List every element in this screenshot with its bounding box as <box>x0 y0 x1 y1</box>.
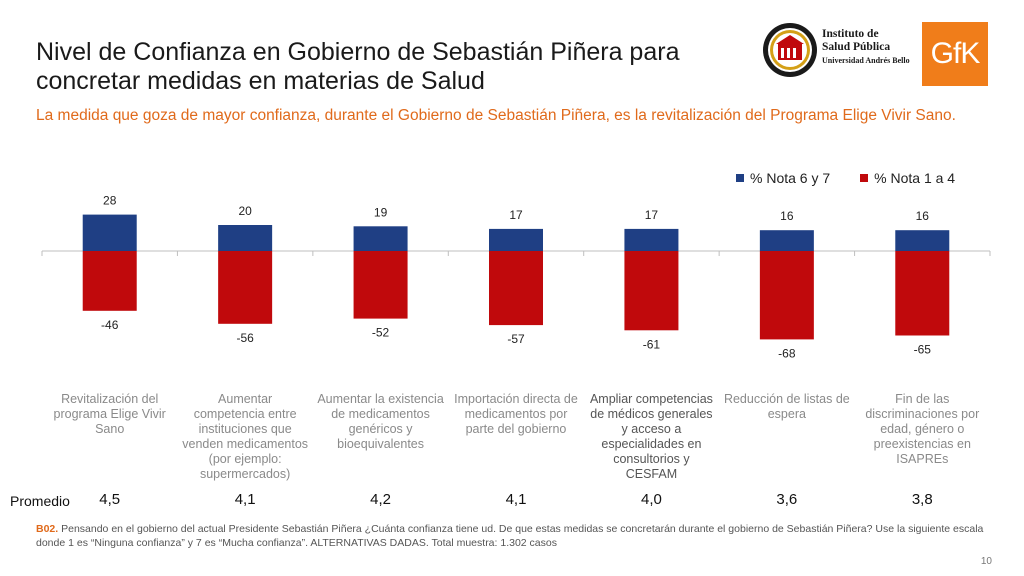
bar-nota-1-4 <box>489 251 543 326</box>
legend-swatch-red <box>860 174 869 182</box>
isp-logo-line3: Universidad Andrés Bello <box>822 56 910 65</box>
promedio-value: 3,6 <box>776 491 798 508</box>
page-subtitle: La medida que goza de mayor confianza, d… <box>36 107 956 124</box>
promedio-value: 4,0 <box>640 491 662 508</box>
promedio-value: 3,8 <box>911 491 933 508</box>
gfk-logo: GfK <box>922 22 988 86</box>
bar-nota-6-7 <box>489 228 543 251</box>
bar-nota-1-4 <box>353 251 408 319</box>
promedio-value: 4,1 <box>234 491 256 508</box>
bar-nota-6-7 <box>895 230 950 251</box>
promedio-label: Promedio <box>10 493 70 509</box>
category-label: Ampliar competencias de médicos generale… <box>589 392 713 481</box>
bar-nota-1-4 <box>624 251 679 331</box>
category-label: Reducción de listas de espera <box>723 392 850 421</box>
isp-seal-icon <box>763 23 817 77</box>
data-label-nota-6-7: 17 <box>509 208 523 222</box>
bar-nota-6-7 <box>624 228 679 251</box>
data-label-nota-6-7: 28 <box>103 194 117 208</box>
bar-nota-6-7 <box>218 225 273 251</box>
data-label-nota-6-7: 17 <box>645 208 659 222</box>
category-label: Aumentar la existencia de medicamentos g… <box>317 392 444 451</box>
legend-label-nota-1-4: % Nota 1 a 4 <box>874 170 956 186</box>
promedio-value: 4,2 <box>370 491 391 508</box>
bar-nota-6-7 <box>353 226 408 251</box>
data-label-nota-1-4: -61 <box>643 337 661 351</box>
bar-nota-1-4 <box>759 251 814 340</box>
promedio-value: 4,5 <box>99 491 121 508</box>
legend-item-nota-6-7: % Nota 6 y 7 <box>736 170 830 186</box>
category-label: Fin de las discriminaciones por edad, gé… <box>865 392 980 466</box>
bar-nota-1-4 <box>895 251 950 336</box>
isp-logo-line2: Salud Pública <box>822 41 891 53</box>
legend-item-nota-1-4: % Nota 1 a 4 <box>860 170 955 186</box>
category-label: Revitalización del programa Elige Vivir … <box>53 392 166 436</box>
data-label-nota-6-7: 19 <box>374 205 388 219</box>
isp-logo-line1: Instituto de <box>822 28 879 40</box>
data-label-nota-1-4: -52 <box>372 326 390 340</box>
page-title: Nivel de Confianza en Gobierno de Sebast… <box>36 38 680 95</box>
data-label-nota-1-4: -46 <box>101 318 119 332</box>
promedio-value: 4,1 <box>505 491 527 508</box>
legend-swatch-blue <box>736 174 744 182</box>
data-label-nota-1-4: -57 <box>507 332 525 346</box>
legend-label-nota-6-7: % Nota 6 y 7 <box>750 170 831 186</box>
category-label: Importación directa de medicamentos por … <box>454 392 578 436</box>
isp-logo-text: Instituto de Salud Pública Universidad A… <box>822 28 910 67</box>
footnote-code: B02. <box>36 523 59 535</box>
data-label-nota-1-4: -68 <box>778 346 796 360</box>
data-label-nota-1-4: -65 <box>914 343 932 357</box>
footnote: B02. Pensando en el gobierno del actual … <box>36 522 996 550</box>
data-label-nota-6-7: 16 <box>780 209 794 223</box>
data-label-nota-6-7: 16 <box>916 209 930 223</box>
footnote-text: Pensando en el gobierno del actual Presi… <box>36 523 984 549</box>
bar-nota-1-4 <box>218 251 273 324</box>
bar-nota-1-4 <box>82 251 137 311</box>
data-label-nota-6-7: 20 <box>238 204 252 218</box>
chart-legend: % Nota 6 y 7 % Nota 1 a 4 <box>736 170 955 186</box>
data-label-nota-1-4: -56 <box>236 331 254 345</box>
category-label: Aumentar competencia entre instituciones… <box>182 392 309 481</box>
bar-nota-6-7 <box>82 214 137 251</box>
page-number: 10 <box>980 556 992 567</box>
isp-logo: Instituto de Salud Pública Universidad A… <box>762 20 912 84</box>
bar-nota-6-7 <box>759 230 814 251</box>
